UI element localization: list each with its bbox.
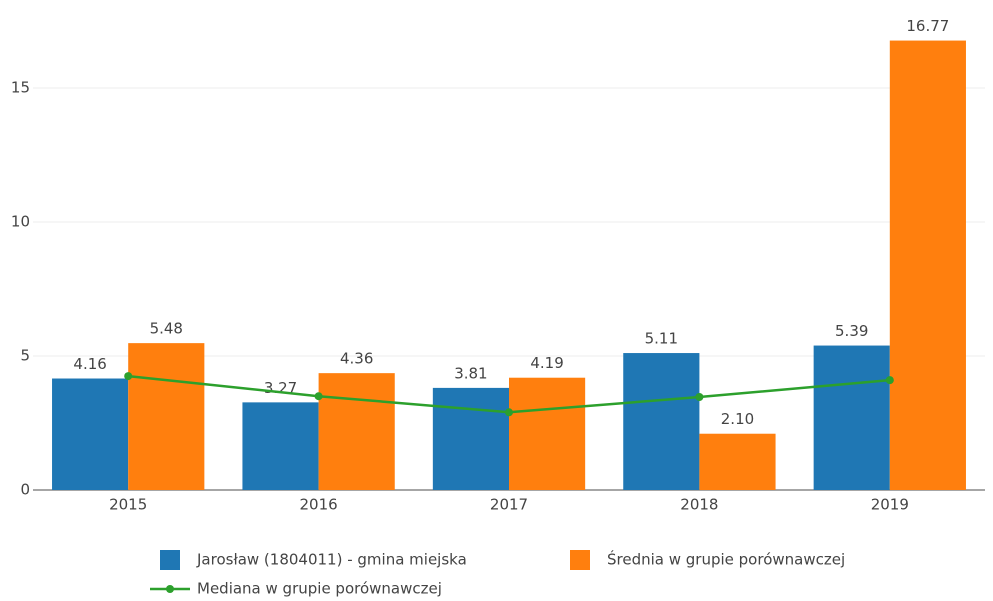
line-point <box>695 393 704 402</box>
value-label: 5.39 <box>835 322 868 340</box>
value-label: 4.19 <box>530 354 563 372</box>
legend-swatch <box>166 585 174 593</box>
value-label: 4.36 <box>340 350 373 368</box>
legend-label: Mediana w grupie porównawczej <box>197 580 442 598</box>
legend-swatch <box>570 550 590 570</box>
y-tick-label: 5 <box>20 347 30 365</box>
x-tick-label: 2015 <box>109 496 147 514</box>
bar <box>623 353 700 490</box>
x-tick-label: 2018 <box>680 496 718 514</box>
y-tick-label: 15 <box>11 79 30 97</box>
bar <box>813 345 890 490</box>
value-label: 3.81 <box>454 364 487 382</box>
value-label: 5.48 <box>150 320 183 338</box>
x-tick-label: 2019 <box>871 496 909 514</box>
bar <box>509 377 586 490</box>
value-label: 16.77 <box>906 17 949 35</box>
legend-label: Średnia w grupie porównawczej <box>607 550 845 569</box>
bar <box>432 387 509 490</box>
value-label: 4.16 <box>73 355 106 373</box>
bar <box>699 433 776 490</box>
line-point <box>314 392 323 401</box>
bar <box>889 40 966 491</box>
x-tick-label: 2016 <box>300 496 338 514</box>
bar <box>52 378 129 490</box>
y-tick-label: 10 <box>11 213 30 231</box>
legend-swatch <box>160 550 180 570</box>
y-tick-label: 0 <box>20 481 30 499</box>
bar <box>318 373 395 490</box>
line-point <box>505 408 513 417</box>
legend-label: Jarosław (1804011) - gmina miejska <box>196 551 467 569</box>
line-point <box>124 372 133 381</box>
line-point <box>885 376 894 385</box>
bar <box>128 343 205 490</box>
value-label: 2.10 <box>721 410 754 428</box>
value-label: 5.11 <box>645 330 678 348</box>
bar <box>242 402 319 490</box>
x-tick-label: 2017 <box>490 496 528 514</box>
